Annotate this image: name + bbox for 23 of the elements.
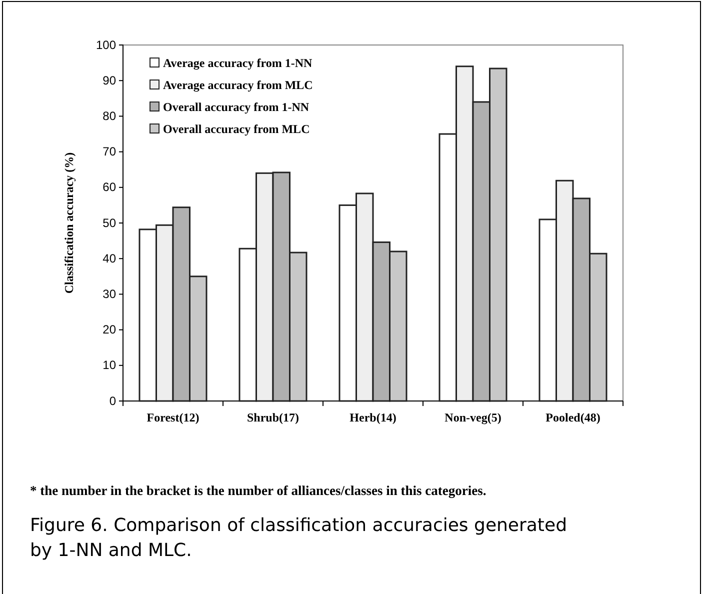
text: * the number in the bracket is the number of alliances/classes in this categories. xyxy=(30,483,486,498)
y-tick-label: 10 xyxy=(102,358,116,372)
x-tick-label: Herb(14) xyxy=(350,410,396,425)
y-tick-label: 50 xyxy=(102,216,116,230)
x-tick-label: Shrub(17) xyxy=(246,410,300,425)
y-tick-label: 0 xyxy=(109,394,116,408)
y-tick-label: 20 xyxy=(102,322,116,337)
legend-label: Overall accuracy from 1-NN xyxy=(163,100,310,114)
y-tick-label: 100 xyxy=(96,38,116,52)
y-axis-title: Classification accuracy (%) xyxy=(62,152,76,294)
y-tick-label: 80 xyxy=(102,109,116,124)
caption: Figure 6. Comparison of classification accuracies generated by 1-NN and MLC. xyxy=(30,515,567,561)
y-tick-label: 60 xyxy=(102,180,116,194)
y-tick-label: 40 xyxy=(102,251,116,266)
legend-label: Average accuracy from 1-NN xyxy=(163,56,312,70)
x-tick-label: Non-veg(5) xyxy=(444,410,502,425)
y-tick-label: 70 xyxy=(102,144,116,159)
y-tick-label: 90 xyxy=(102,73,116,88)
legend-label: Average accuracy from MLC xyxy=(163,78,313,92)
y-tick-label: 30 xyxy=(102,287,116,302)
x-tick-label: Forest(12) xyxy=(146,410,200,425)
x-tick-label: Pooled(48) xyxy=(546,410,600,425)
legend-label: Overall accuracy from MLC xyxy=(163,122,310,136)
